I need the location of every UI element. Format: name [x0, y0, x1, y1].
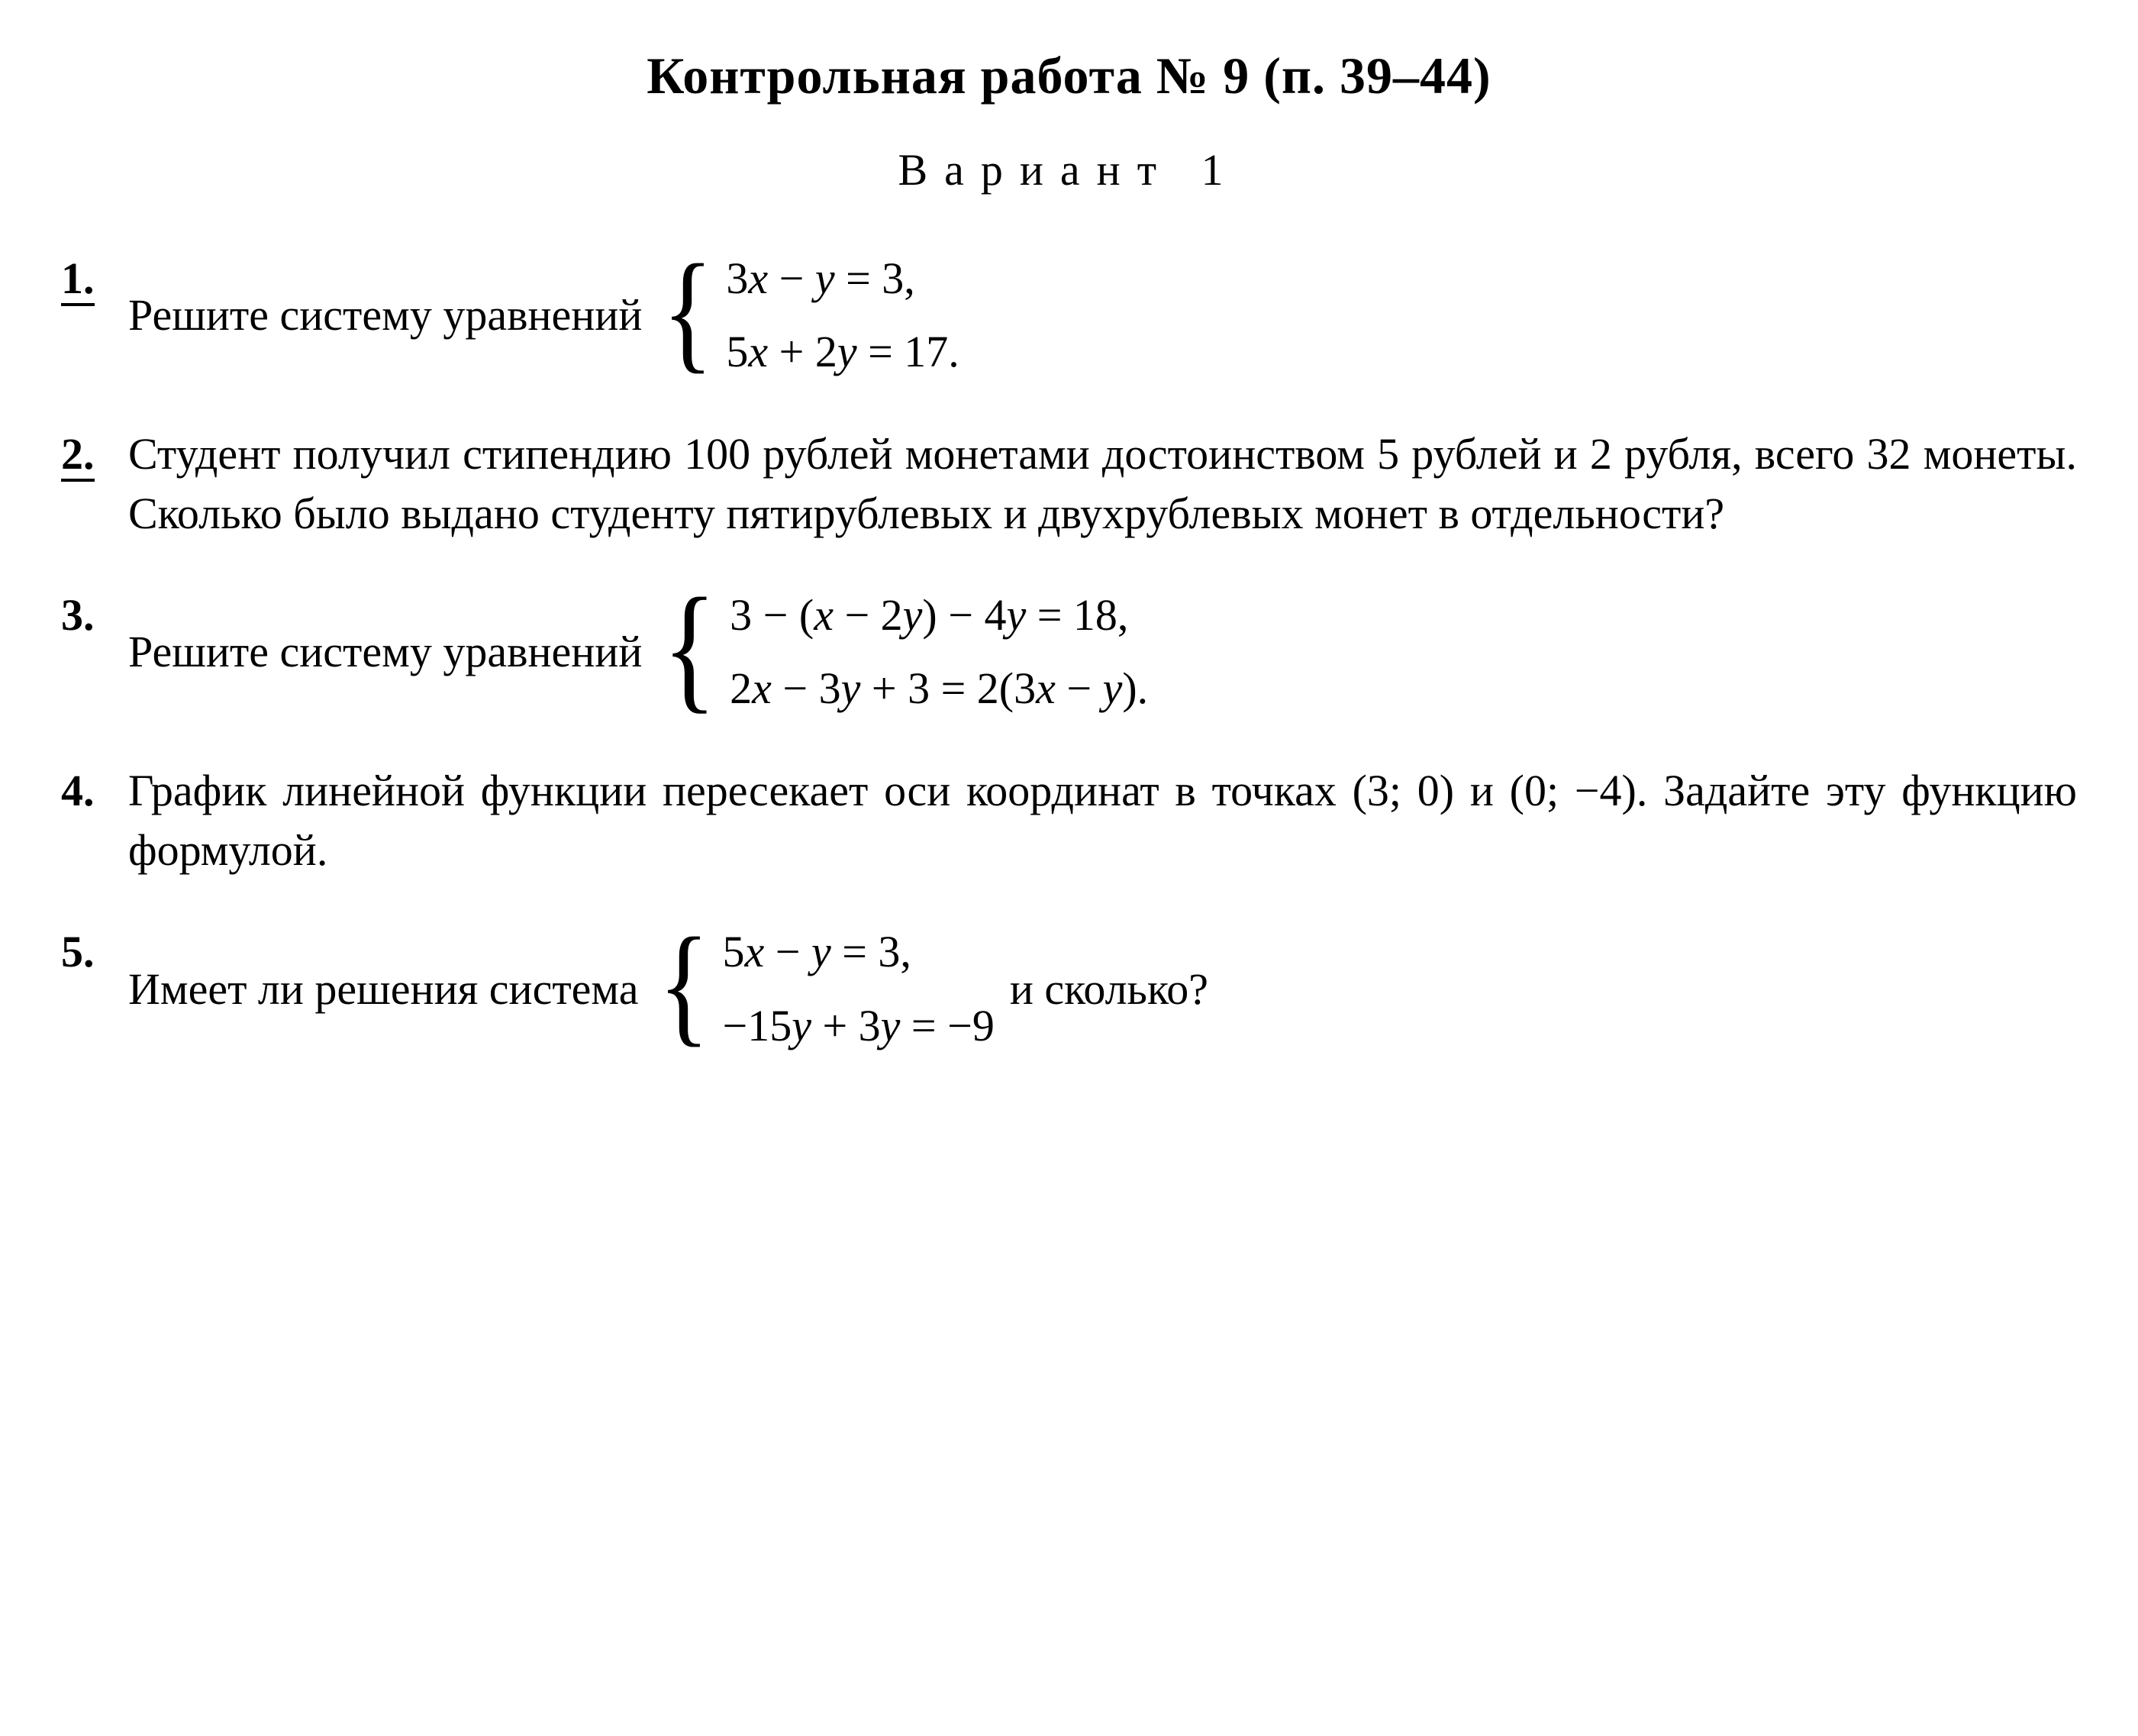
problem-body: Имеет ли решения система { 5x − y = 3, −… [128, 922, 2077, 1056]
equation-1: 3 − (x − 2y) − 4y = 18, [730, 586, 1148, 645]
equation-system: { 3 − (x − 2y) − 4y = 18, 2x − 3y + 3 = … [656, 586, 1148, 719]
problem-4: 4. График линейной функции пересекает ос… [61, 761, 2077, 881]
problem-number: 3. [61, 586, 128, 645]
problem-body: График линейной функции пересекает оси к… [128, 761, 2077, 881]
equation-2: 2x − 3y + 3 = 2(3x − y). [730, 659, 1148, 718]
problem-5: 5. Имеет ли решения система { 5x − y = 3… [61, 922, 2077, 1056]
page-title: Контрольная работа № 9 (п. 39–44) [61, 46, 2077, 106]
equation-system: { 5x − y = 3, −15y + 3y = −9 [652, 922, 994, 1056]
equation-2: −15y + 3y = −9 [722, 996, 994, 1056]
variant-label: Вариант 1 [61, 144, 2077, 195]
problem-body: Студент получил стипендию 100 рублей мон… [128, 424, 2077, 544]
equation-1: 5x − y = 3, [722, 922, 994, 982]
problem-lead-text: Решите систему уравнений [128, 622, 642, 682]
equation-system: { 3x − y = 3, 5x + 2y = 17. [656, 249, 959, 382]
equation-1: 3x − y = 3, [726, 249, 959, 308]
problem-1: 1. Решите систему уравнений { 3x − y = 3… [61, 249, 2077, 382]
equation-2: 5x + 2y = 17. [726, 322, 959, 382]
problem-3: 3. Решите систему уравнений { 3 − (x − 2… [61, 586, 2077, 719]
problems-list: 1. Решите систему уравнений { 3x − y = 3… [61, 249, 2077, 1056]
problem-lead-text: Имеет ли решения система [128, 960, 638, 1019]
problem-number: 4. [61, 761, 128, 821]
problem-trail-text: и сколько? [1010, 960, 1208, 1019]
problem-number: 1. [61, 249, 128, 308]
left-brace-icon: { [663, 599, 717, 698]
problem-number: 5. [61, 922, 128, 982]
problem-number: 2. [61, 424, 128, 484]
problem-body: Решите систему уравнений { 3 − (x − 2y) … [128, 586, 2077, 719]
problem-2: 2. Студент получил стипендию 100 рублей … [61, 424, 2077, 544]
left-brace-icon: { [659, 937, 710, 1031]
problem-lead-text: Решите систему уравнений [128, 286, 642, 345]
left-brace-icon: { [663, 264, 714, 358]
problem-body: Решите систему уравнений { 3x − y = 3, 5… [128, 249, 2077, 382]
